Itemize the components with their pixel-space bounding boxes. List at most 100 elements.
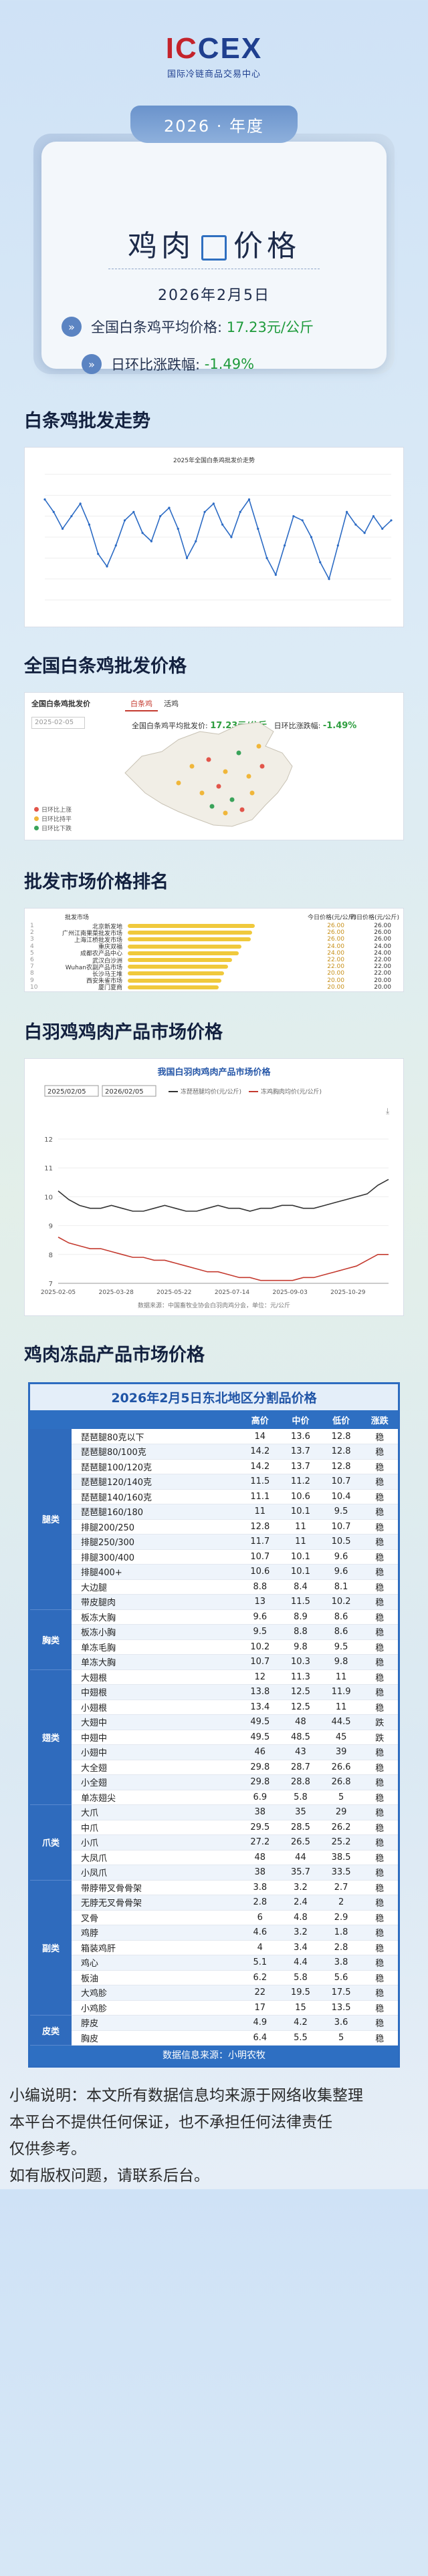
table-row: 小爪 27.2 26.5 25.2 稳 [30,1834,398,1850]
trend-point [221,523,224,526]
mid-price-cell: 8.4 [280,1579,321,1595]
rank-today-price: 24.00 [327,949,344,957]
trend-point [168,506,171,509]
change-cell: 稳 [361,1850,398,1865]
high-price-cell: 13.4 [239,1700,281,1715]
low-price-cell: 33.5 [320,1865,362,1881]
rank-market-name: 上海江桥批发市场 [74,937,122,944]
section-title-ranking: 批发市场价格排名 [24,872,169,893]
trend-point [150,540,152,542]
ranking-row: 10 厦门夏商 20.00 20.00 [30,983,398,992]
date-from-input[interactable] [44,1085,99,1097]
trend-point [372,515,375,518]
item-name-cell: 带脖带叉骨骨架 [72,1880,240,1895]
mid-price-cell: 28.7 [280,1760,321,1775]
low-price-cell: 26.8 [320,1774,362,1790]
map-marker[interactable] [223,769,228,774]
rank-market-name: Wuhan农副产品市场 [65,964,122,971]
table-row: 大鸡胗 22 19.5 17.5 稳 [30,1985,398,2001]
table-row: 琵琶腿140/160克 11.1 10.6 10.4 稳 [30,1489,398,1504]
ranking-table: 批发市场 今日价格(元/公斤) 昨日价格(元/公斤) 1 北京新发地 26.00 26… [24,908,404,992]
high-price-cell: 6.2 [239,1970,281,1985]
mid-price-cell: 35 [280,1804,321,1820]
high-price-cell: 14.2 [239,1444,281,1460]
change-cell: 稳 [361,1865,398,1881]
rank-today-price: 20.00 [327,970,344,977]
mid-price-cell: 9.8 [280,1639,321,1655]
date-filter-input[interactable]: 2025-02-05 [31,717,85,729]
trend-point [247,498,251,501]
download-icon[interactable]: ⤓ [386,1106,390,1116]
change-cell: 稳 [361,1774,398,1790]
rank-bar [128,944,241,949]
trend-point [106,565,108,568]
low-price-cell: 8.6 [320,1609,362,1625]
date-to-input[interactable] [102,1085,156,1097]
map-marker[interactable] [256,744,261,749]
table-row: 大翅中 49.5 48 44.5 跌 [30,1714,398,1730]
change-cell: 稳 [361,1444,398,1460]
low-price-cell: 45 [320,1730,362,1745]
trend-point [336,544,339,547]
item-name-cell: 琵琶腿160/180 [72,1504,240,1520]
rank-prev-price: 24.00 [374,949,391,957]
high-price-cell: 12 [239,1669,281,1685]
low-price-cell: 5.6 [320,1970,362,1985]
trend-point [141,532,144,534]
table-row: 板冻小胸 9.5 8.8 8.6 稳 [30,1624,398,1640]
ranking-row: 5 成都农产品中心 24.00 24.00 [30,949,398,958]
y-tick-label: 9 [49,1223,53,1231]
map-marker[interactable] [236,750,241,756]
change-cell: 稳 [361,1489,398,1504]
map-marker[interactable] [189,764,195,769]
mid-price-cell: 26.5 [280,1834,321,1850]
rank-bar [128,971,224,976]
tab-white-chicken[interactable]: 白条鸡 [125,697,158,711]
map-marker[interactable] [223,810,228,816]
trend-point [79,502,82,505]
ranking-row: 7 Wuhan农副产品市场 22.00 22.00 [30,963,398,971]
item-name-cell: 板冻小胸 [72,1624,240,1640]
item-name-cell: 中翅根 [72,1684,240,1700]
map-marker[interactable] [246,774,251,779]
map-marker[interactable] [239,807,245,812]
rank-today-price: 24.00 [327,943,344,950]
high-price-cell: 29.8 [239,1760,281,1775]
rank-index: 5 [30,949,34,957]
change-cell: 稳 [361,1669,398,1685]
tab-live-chicken[interactable]: 活鸡 [164,699,179,708]
table-row: 腿类 琵琶腿80克以下 14 13.6 12.8 稳 [30,1429,398,1610]
rank-market-name: 广州江南果菜批发市场 [62,930,122,937]
map-marker[interactable] [176,780,181,786]
map-marker[interactable] [206,757,211,762]
table-row: 鸡心 5.1 4.4 3.8 稳 [30,1955,398,1971]
mid-price-cell: 43 [280,1744,321,1760]
mid-price-cell: 3.2 [280,1880,321,1895]
ranking-row: 3 上海江桥批发市场 26.00 26.00 [30,935,398,944]
map-marker[interactable] [229,797,235,802]
rank-index: 2 [30,929,34,937]
low-price-cell: 44.5 [320,1714,362,1730]
item-name-cell: 大鸡胗 [72,1985,240,2001]
trend-point [61,527,64,530]
table-body: 腿类 琵琶腿80克以下 14 13.6 12.8 稳琵琶腿80/100克 14.2 13.7 1… [30,1429,398,2046]
map-marker[interactable] [249,790,255,796]
item-name-cell: 大翅根 [72,1669,240,1685]
rank-today-price: 20.00 [327,983,344,991]
item-name-cell: 琵琶腿100/120克 [72,1459,240,1474]
change-cell: 跌 [361,1714,398,1730]
item-name-cell: 大翅中 [72,1714,240,1730]
broiler-chart-svg: 我国白羽肉鸡肉产品市场价格 2025/02/05 2026/02/05 冻琵琶腿均价(… [41,1067,390,1309]
high-price-cell: 9.5 [239,1624,281,1640]
table-row: 胸类 板冻大胸 9.6 8.9 8.6 稳 [30,1609,398,1670]
table-row: 板油 6.2 5.8 5.6 稳 [30,1970,398,1985]
rank-today-price: 26.00 [327,929,344,937]
trend-point [195,540,197,542]
low-price-cell: 17.5 [320,1985,362,2001]
map-marker[interactable] [216,784,221,789]
header-cat [30,1410,72,1429]
map-marker[interactable] [199,790,205,796]
map-marker[interactable] [209,804,215,809]
map-marker[interactable] [259,764,265,769]
table-row: 排腿400+ 10.6 10.1 9.6 稳 [30,1564,398,1580]
